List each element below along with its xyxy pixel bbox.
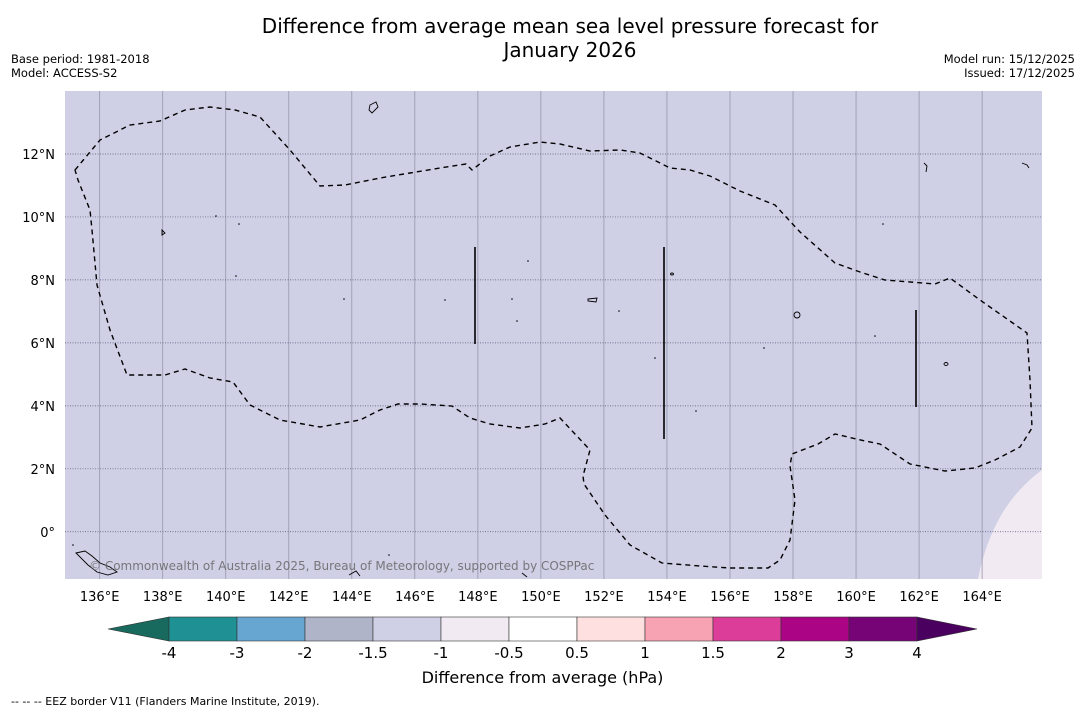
longitude-label: 140°E (206, 590, 246, 605)
longitude-label: 158°E (773, 590, 813, 605)
map-title: Difference from average mean sea level p… (220, 14, 920, 62)
colorbar-tick-label: -1 (434, 644, 449, 662)
eez-border (74, 106, 1033, 569)
colorbar-segment (440, 616, 510, 642)
colorbar-segment (712, 616, 782, 642)
colorbar-segment (168, 616, 238, 642)
island-dots (72, 215, 884, 556)
latitude-label: 8°N (31, 274, 56, 289)
colorbar-tick-label: 2 (776, 644, 786, 662)
colorbar-tick-label: -1.5 (358, 644, 387, 662)
longitude-label: 160°E (836, 590, 876, 605)
latitude-label: 4°N (31, 400, 56, 415)
graticule (65, 91, 1042, 579)
latitude-labels: 12°N 10°N 8°N 6°N 4°N 2°N 0° (22, 148, 55, 541)
issued-date: Issued: 17/12/2025 (964, 66, 1075, 80)
colorbar-tick-label: 0.5 (565, 644, 589, 662)
latitude-label: 0° (40, 526, 55, 541)
colorbar-segment (304, 616, 374, 642)
colorbar-tick-label: -0.5 (494, 644, 523, 662)
latitude-label: 2°N (31, 463, 56, 478)
base-period: Base period: 1981-2018 (11, 52, 150, 66)
colorbar-tick-label: -2 (298, 644, 313, 662)
colorbar-tick-label: 1 (640, 644, 650, 662)
latitude-label: 6°N (31, 337, 56, 352)
colorbar-segment (644, 616, 714, 642)
longitude-label: 144°E (332, 590, 372, 605)
longitude-label: 150°E (521, 590, 561, 605)
longitude-label: 138°E (143, 590, 183, 605)
longitude-labels: 136°E 138°E 140°E 142°E 144°E 146°E 148°E 150°E… (80, 590, 1002, 605)
longitude-label: 154°E (647, 590, 687, 605)
model-run: Model run: 15/12/2025 (943, 52, 1075, 66)
meta-left: Base period: 1981-2018 Model: ACCESS-S2 (11, 52, 150, 80)
map-background (65, 91, 1042, 579)
longitude-label: 136°E (80, 590, 120, 605)
longitude-label: 142°E (269, 590, 309, 605)
latitude-label: 12°N (22, 148, 55, 163)
longitude-label: 162°E (899, 590, 939, 605)
footnote: -- -- -- EEZ border V11 (Flanders Marine… (11, 695, 320, 708)
colorbar-segment (508, 616, 578, 642)
colorbar-tick-label: -4 (162, 644, 177, 662)
longitude-label: 164°E (962, 590, 1002, 605)
title-line-2: January 2026 (503, 38, 637, 62)
colorbar-tick-label: -3 (230, 644, 245, 662)
longitude-label: 152°E (584, 590, 624, 605)
colorbar-segment (576, 616, 646, 642)
title-line-1: Difference from average mean sea level p… (261, 14, 879, 38)
colorbar-segment (848, 616, 918, 642)
latitude-label: 10°N (22, 211, 55, 226)
meta-right: Model run: 15/12/2025 Issued: 17/12/2025 (944, 52, 1075, 80)
colorbar-tick-label: 4 (912, 644, 922, 662)
colorbar-segment (372, 616, 442, 642)
colorbar-extend-low (107, 616, 170, 642)
colorbar-extend-high (916, 616, 978, 642)
colorbar-segment (780, 616, 850, 642)
copyright-text: © Commonwealth of Australia 2025, Bureau… (89, 559, 594, 573)
longitude-label: 148°E (458, 590, 498, 605)
colorbar-segment (236, 616, 306, 642)
colorbar (107, 616, 978, 642)
colorbar-tick-label: 3 (844, 644, 854, 662)
longitude-label: 156°E (710, 590, 750, 605)
islands (75, 101, 1030, 578)
longitude-label: 146°E (395, 590, 435, 605)
positive-anomaly-region (978, 470, 1042, 579)
model-name: Model: ACCESS-S2 (11, 66, 118, 80)
zero-contours (474, 247, 917, 439)
colorbar-tick-label: 1.5 (701, 644, 725, 662)
colorbar-ticks: -4 -3 -2 -1.5 -1 -0.5 0.5 1 1.5 2 3 4 (162, 644, 922, 662)
colorbar-label: Difference from average (hPa) (421, 668, 664, 687)
